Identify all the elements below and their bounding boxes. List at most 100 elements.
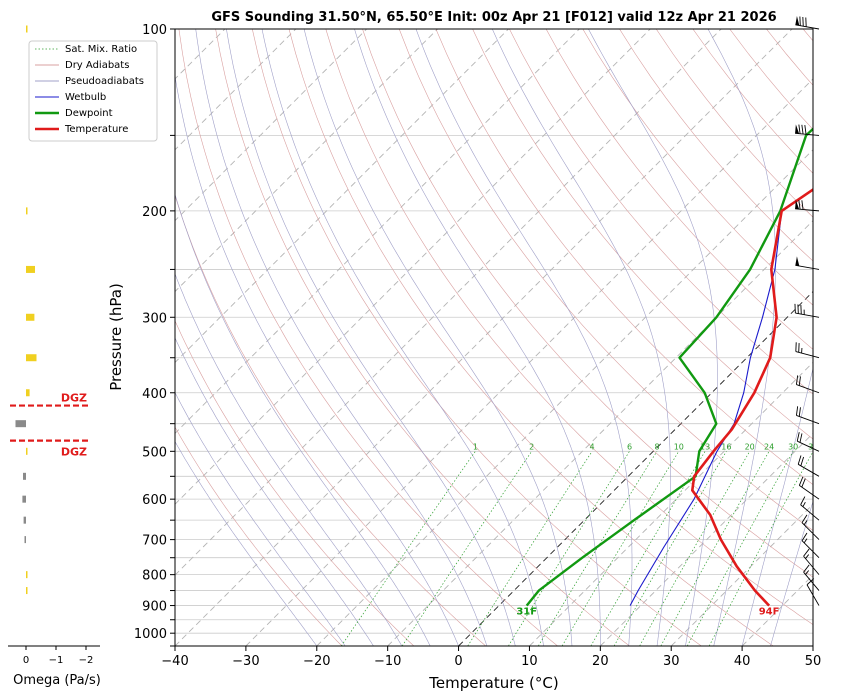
y-tick-label: 300 bbox=[142, 311, 167, 326]
pseudoadiabat bbox=[175, 337, 374, 646]
y-tick-label: 100 bbox=[142, 23, 167, 38]
barb-full bbox=[796, 406, 799, 416]
pseudoadiabat bbox=[175, 441, 318, 646]
barb-full bbox=[797, 455, 802, 465]
background-grid: 1 2 4 6 8 10 13 16 20 24 30 36 bbox=[175, 29, 813, 646]
mixing-ratio-line bbox=[467, 451, 593, 646]
barb-flag bbox=[795, 199, 800, 210]
barb-full bbox=[796, 432, 800, 442]
x-tick-label: −10 bbox=[374, 654, 401, 669]
legend-label: Pseudoadiabats bbox=[65, 76, 144, 87]
wind-barb bbox=[796, 406, 820, 425]
x-tick-label: 20 bbox=[592, 654, 609, 669]
mixing-ratio-line bbox=[401, 451, 532, 646]
barb-staff bbox=[796, 415, 820, 425]
mixing-ratio-label: 10 bbox=[674, 442, 684, 451]
barb-half bbox=[803, 538, 808, 544]
isotherm--50 bbox=[175, 29, 722, 576]
barb-full bbox=[804, 125, 807, 135]
x-tick-label: −30 bbox=[232, 654, 259, 669]
legend-label: Wetbulb bbox=[65, 92, 106, 103]
profile-lines bbox=[525, 127, 813, 607]
omega-bar bbox=[26, 571, 28, 579]
wind-barb bbox=[801, 514, 820, 540]
barb-staff bbox=[806, 584, 820, 606]
wind-barb bbox=[801, 532, 820, 559]
mixing-ratio-line bbox=[613, 451, 727, 646]
barb-full bbox=[796, 375, 799, 385]
dry-adiabat bbox=[619, 29, 813, 262]
pseudoadiabat bbox=[175, 74, 459, 646]
wind-barb bbox=[800, 496, 820, 521]
dry-adiabat bbox=[362, 29, 813, 578]
mixing-ratio-line bbox=[561, 451, 680, 646]
annotations: 94F 31F DGZ DGZ bbox=[10, 392, 779, 618]
mixing-ratio-label: 30 bbox=[788, 442, 798, 451]
isotherm--40 bbox=[175, 29, 793, 646]
isotherm-10 bbox=[529, 361, 813, 646]
barb-full bbox=[801, 532, 808, 541]
dry-adiabat bbox=[175, 194, 486, 646]
dry-adiabat bbox=[435, 29, 813, 485]
barb-full bbox=[800, 496, 806, 505]
isotherm--30 bbox=[245, 78, 813, 646]
barb-staff bbox=[801, 522, 820, 540]
x-tick-label: 40 bbox=[734, 654, 751, 669]
legend-label: Sat. Mix. Ratio bbox=[65, 44, 137, 55]
mixing-ratio-line bbox=[537, 451, 658, 646]
pseudoadiabat bbox=[195, 29, 488, 646]
wind-barb bbox=[798, 476, 820, 500]
omega-tick-label: −1 bbox=[49, 655, 64, 666]
mixing-ratio-label: 20 bbox=[745, 442, 755, 451]
wind-barb bbox=[796, 375, 820, 394]
dry-adiabat bbox=[175, 320, 415, 646]
pseudoadiabat bbox=[175, 391, 346, 646]
legend: Sat. Mix. Ratio Dry Adiabats Pseudoadiabat… bbox=[28, 40, 158, 142]
omega-tick-label: −2 bbox=[79, 655, 94, 666]
barb-staff bbox=[799, 485, 820, 500]
barb-full bbox=[798, 376, 801, 386]
wind-barb bbox=[795, 256, 820, 270]
mixing-ratio-line bbox=[639, 451, 751, 646]
barb-full bbox=[803, 548, 810, 557]
dry-adiabat bbox=[582, 29, 813, 306]
y-tick-label: 800 bbox=[142, 569, 167, 584]
omega-tick-label: 0 bbox=[23, 655, 29, 666]
omega-bar bbox=[26, 354, 37, 362]
y-tick-label: 200 bbox=[142, 205, 167, 220]
isotherm--20 bbox=[316, 149, 813, 646]
omega-panel: 0 −1 −2 bbox=[8, 25, 100, 666]
pseudoadiabat bbox=[707, 29, 776, 646]
pseudoadiabat bbox=[261, 29, 544, 646]
isotherm-20 bbox=[600, 432, 813, 646]
omega-bar bbox=[22, 495, 26, 503]
barb-staff bbox=[795, 264, 820, 270]
omega-bar bbox=[26, 25, 28, 33]
wind-barb bbox=[803, 548, 820, 575]
barb-flag bbox=[795, 256, 800, 266]
wind-barbs bbox=[794, 15, 820, 606]
pseudoadiabat bbox=[175, 193, 431, 646]
plot-frame bbox=[174, 28, 814, 647]
x-tick-label: 50 bbox=[805, 654, 822, 669]
barb-half bbox=[805, 554, 810, 559]
omega-bar bbox=[26, 447, 28, 455]
isotherm-50 bbox=[812, 645, 813, 646]
omega-bar bbox=[23, 516, 26, 524]
x-tick-label: 0 bbox=[454, 654, 462, 669]
omega-axis-label: Omega (Pa/s) bbox=[13, 673, 101, 688]
omega-bar bbox=[26, 587, 28, 595]
dewpoint-line bbox=[525, 127, 813, 607]
pseudoadiabat bbox=[770, 500, 813, 646]
x-axis-label: Temperature (°C) bbox=[428, 674, 558, 692]
omega-bar bbox=[26, 207, 28, 215]
dry-adiabat bbox=[325, 29, 813, 625]
barb-full bbox=[801, 478, 806, 488]
pseudoadiabat bbox=[415, 29, 633, 646]
mixing-ratio-label: 24 bbox=[764, 442, 774, 451]
pseudoadiabat bbox=[492, 29, 671, 646]
wind-barb bbox=[795, 342, 820, 359]
dry-adiabat bbox=[175, 426, 343, 646]
y-axis-label: Pressure (hPa) bbox=[107, 283, 125, 391]
